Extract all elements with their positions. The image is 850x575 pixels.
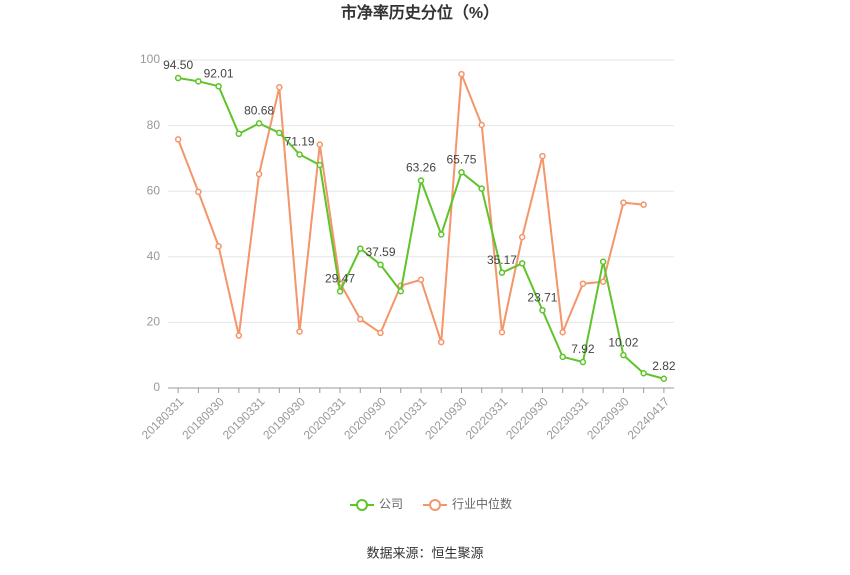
data-point — [215, 243, 222, 250]
x-tick-label: 20220331 — [463, 394, 511, 442]
data-point — [640, 201, 647, 208]
data-point — [458, 169, 465, 176]
data-point — [437, 338, 445, 346]
x-tick-label: 20220930 — [503, 394, 551, 442]
data-label: 94.50 — [163, 58, 193, 72]
data-point — [417, 276, 425, 284]
data-point — [377, 261, 384, 268]
data-point — [478, 121, 485, 129]
x-tick-label: 20210331 — [382, 394, 430, 442]
data-point — [255, 170, 263, 178]
data-point — [316, 141, 324, 148]
data-point — [296, 151, 303, 158]
y-tick-label: 40 — [147, 249, 161, 263]
data-point — [276, 129, 283, 137]
data-point — [195, 188, 202, 196]
data-point — [640, 369, 647, 377]
data-label: 29.47 — [325, 272, 355, 286]
data-point — [357, 315, 364, 323]
chart-title: 市净率历史分位（%） — [341, 3, 499, 22]
data-point — [174, 74, 182, 82]
y-tick-label: 60 — [147, 183, 161, 197]
legend-marker — [356, 499, 368, 511]
data-point — [235, 332, 243, 339]
y-tick-label: 0 — [153, 380, 160, 394]
data-point — [296, 328, 303, 335]
data-label: 2.82 — [652, 359, 676, 373]
y-tick-label: 80 — [147, 118, 161, 132]
data-point — [357, 245, 364, 252]
data-point — [498, 269, 506, 276]
x-tick-label: 20200930 — [341, 394, 389, 442]
data-point — [458, 70, 465, 78]
legend-marker — [429, 499, 442, 511]
data-point — [276, 83, 283, 91]
data-point — [539, 152, 546, 160]
x-tick-label: 20240417 — [625, 394, 673, 442]
series-line — [177, 73, 644, 343]
data-point — [599, 278, 607, 285]
y-tick-label: 20 — [147, 315, 161, 329]
x-tick-label: 20200331 — [301, 394, 349, 442]
data-point — [195, 78, 202, 85]
data-point — [437, 231, 445, 238]
x-tick-label: 20180331 — [139, 394, 187, 442]
data-label: 7.92 — [571, 342, 595, 356]
data-point — [620, 351, 627, 359]
data-point — [620, 199, 627, 206]
data-point — [599, 258, 607, 265]
data-point — [215, 82, 222, 90]
data-label: 37.59 — [366, 245, 396, 259]
data-point — [579, 358, 587, 366]
legend-label: 公司 — [379, 497, 403, 511]
data-label: 23.71 — [527, 290, 557, 304]
data-point — [336, 288, 344, 295]
data-point — [559, 328, 566, 336]
data-point — [518, 233, 526, 241]
data-point — [478, 185, 485, 192]
data-point — [417, 177, 425, 184]
data-label: 63.26 — [406, 161, 436, 175]
legend-label: 行业中位数 — [452, 496, 512, 511]
data-label: 80.68 — [244, 104, 274, 118]
x-tick-label: 20210930 — [422, 394, 470, 442]
data-point — [174, 136, 182, 143]
x-tick-label: 20190331 — [220, 394, 268, 442]
source-note: 数据来源：恒生聚源 — [366, 545, 483, 560]
data-point — [235, 130, 243, 138]
data-label: 71.19 — [285, 135, 315, 149]
x-tick-label: 20230930 — [584, 394, 632, 442]
data-label: 35.17 — [487, 253, 517, 267]
data-label: 10.02 — [608, 335, 638, 349]
data-point — [397, 287, 405, 295]
data-point — [377, 329, 384, 337]
series-line — [177, 77, 665, 380]
data-point — [518, 260, 526, 267]
data-point — [498, 328, 506, 336]
data-point — [559, 353, 566, 361]
x-tick-label: 20180930 — [179, 394, 227, 442]
data-label: 92.01 — [204, 66, 234, 80]
data-point — [316, 161, 324, 169]
y-tick-label: 100 — [140, 52, 160, 66]
data-label: 65.75 — [446, 153, 476, 167]
data-point — [579, 280, 587, 287]
data-point — [255, 120, 263, 127]
x-tick-label: 20230331 — [544, 394, 592, 442]
x-tick-label: 20190930 — [260, 394, 308, 442]
data-point — [660, 375, 668, 383]
data-point — [539, 306, 546, 314]
